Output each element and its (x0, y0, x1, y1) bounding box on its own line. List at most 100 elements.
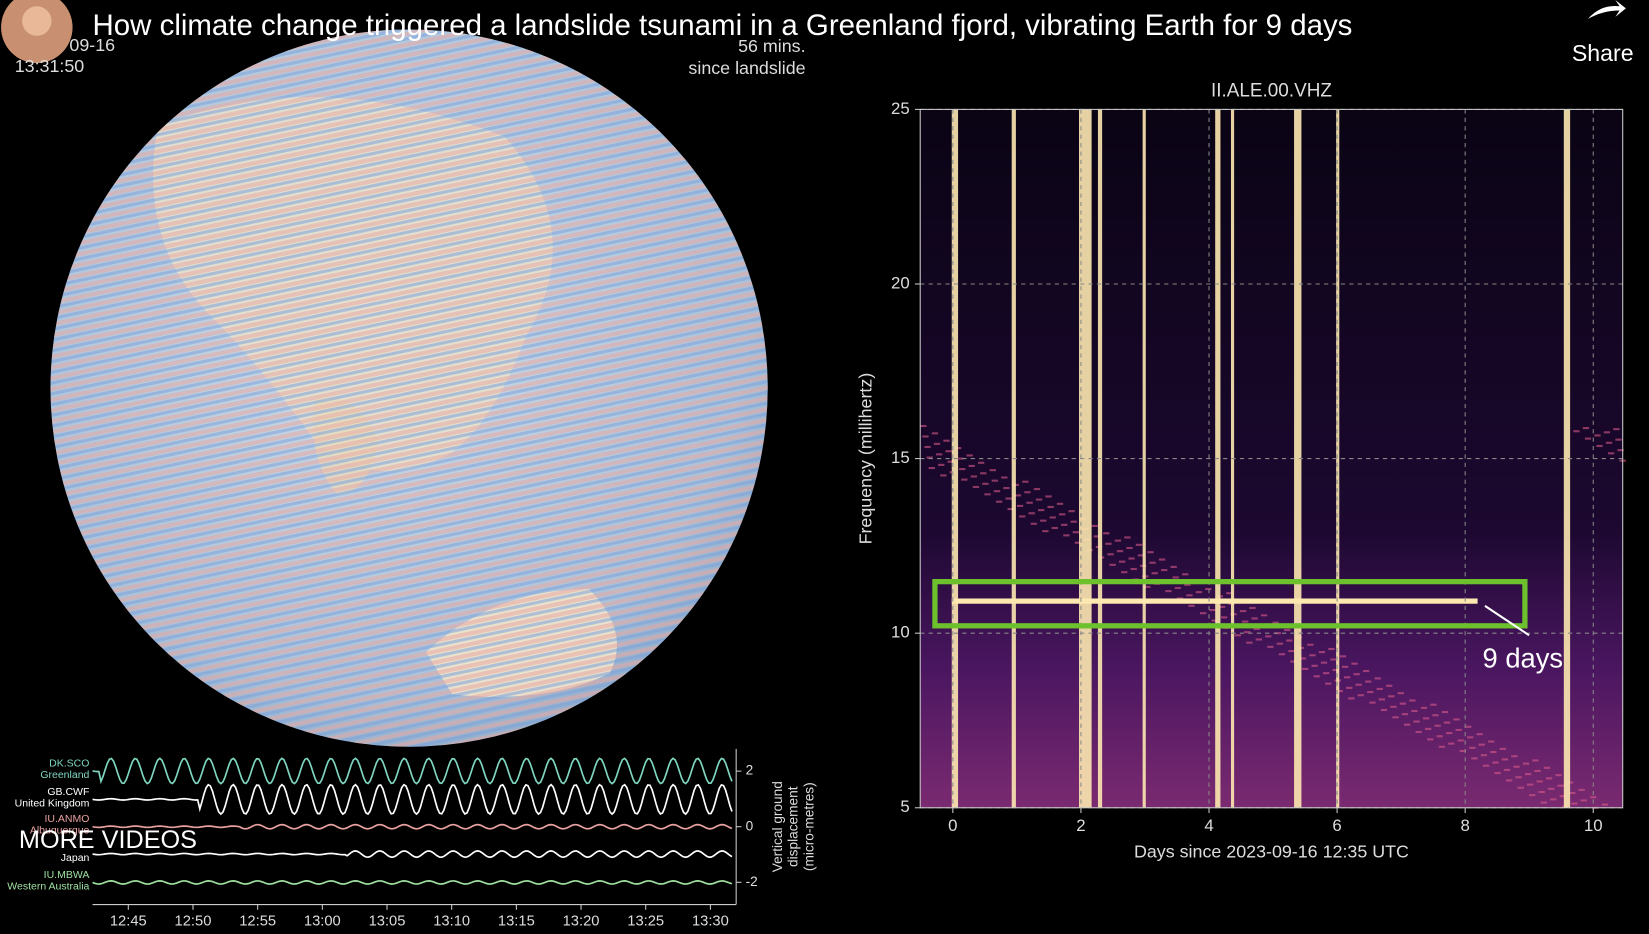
video-title[interactable]: How climate change triggered a landslide… (93, 9, 1353, 42)
x-axis-label: Days since 2023-09-16 12:35 UTC (1134, 842, 1409, 862)
y-tick-label: -2 (746, 874, 758, 889)
noise (1059, 513, 1066, 516)
share-icon[interactable] (1588, 0, 1626, 19)
noise (920, 424, 927, 428)
seismogram: -2 0 2 12:45 12:50 12:55 13:00 13:05 13:10 13:15 1… (7, 748, 816, 929)
noise (1307, 643, 1314, 646)
plot-background (920, 109, 1623, 808)
noise (1422, 717, 1430, 720)
noise (957, 457, 964, 460)
noise (1584, 437, 1592, 440)
noise (1311, 664, 1318, 667)
noise (1068, 510, 1075, 513)
noise (1557, 784, 1564, 787)
x-tick-label: 10 (1584, 816, 1603, 835)
noise (1030, 522, 1037, 525)
noise (1070, 520, 1077, 523)
x-tick-label: 13:25 (627, 913, 664, 929)
noise (1534, 769, 1541, 773)
x-tick-label: 13:05 (369, 913, 406, 929)
y-tick-label: 5 (900, 797, 909, 816)
noise (1121, 571, 1128, 574)
noise (970, 475, 977, 478)
x-tick-label: 13:20 (563, 913, 600, 929)
noise (1336, 689, 1343, 693)
noise (1255, 638, 1262, 641)
noise (1401, 713, 1409, 716)
noise (1357, 694, 1365, 697)
noise (1596, 444, 1603, 448)
noise (1045, 495, 1052, 498)
noise (1536, 780, 1543, 783)
noise (1211, 619, 1218, 622)
noise (947, 460, 954, 463)
noise (1184, 583, 1191, 586)
share-label[interactable]: Share (1572, 40, 1634, 66)
station-place: Western Australia (7, 880, 89, 892)
noise (938, 463, 945, 466)
y-tick-label: 10 (891, 623, 910, 642)
noise (1135, 543, 1143, 546)
noise (1532, 759, 1539, 762)
noise (1005, 497, 1012, 500)
x-tick-label: 12:55 (239, 913, 276, 929)
noise (968, 464, 975, 467)
x-tick-label: 12:50 (175, 913, 212, 929)
noise (1288, 650, 1295, 653)
noise (931, 432, 939, 435)
noise (1515, 776, 1522, 779)
noise (1545, 777, 1553, 780)
noise (1313, 675, 1320, 678)
noise (1249, 606, 1256, 609)
noise (1573, 430, 1580, 433)
noise (1014, 494, 1022, 497)
noise (1309, 654, 1316, 657)
elapsed-note: since landslide (688, 58, 805, 78)
noise (1107, 553, 1114, 556)
chart-title: II.ALE.00.VHZ (1211, 81, 1332, 102)
noise (1330, 658, 1337, 661)
noise (943, 439, 950, 442)
x-tick-label: 13:30 (692, 913, 729, 929)
noise (1199, 612, 1207, 615)
noise (1438, 745, 1445, 748)
noise (1242, 620, 1249, 623)
noise (961, 478, 968, 481)
noise (1103, 532, 1110, 535)
noise (1569, 792, 1576, 795)
noise (1074, 541, 1082, 544)
noise (1124, 536, 1131, 539)
trace (92, 880, 733, 885)
noise (1353, 673, 1360, 676)
more-videos[interactable]: MORE VIDEOS (19, 826, 197, 854)
noise (989, 469, 996, 472)
mode-line (951, 598, 1478, 604)
noise (1367, 691, 1374, 694)
noise (1260, 614, 1268, 617)
noise (1590, 796, 1597, 799)
noise (1186, 594, 1193, 597)
plot-frame (919, 108, 1624, 809)
noise (1114, 539, 1122, 542)
elapsed: 56 mins. (738, 36, 805, 56)
noise (995, 500, 1003, 503)
noise (993, 490, 1001, 493)
noise (1339, 655, 1347, 658)
noise (1550, 798, 1557, 801)
noise (1467, 736, 1474, 739)
noise (1001, 476, 1008, 479)
noise (1580, 799, 1587, 802)
noise (1061, 523, 1068, 526)
noise (1276, 642, 1284, 645)
noise (1037, 509, 1045, 512)
noise (1147, 551, 1154, 554)
x-tick-label: 13:15 (498, 913, 535, 929)
noise (1325, 682, 1332, 685)
noise (1348, 697, 1355, 700)
noise (1538, 790, 1545, 794)
noise (1265, 635, 1272, 638)
noise (1594, 434, 1601, 437)
trace (92, 823, 733, 830)
noise (1033, 488, 1041, 491)
noise (1126, 546, 1133, 550)
